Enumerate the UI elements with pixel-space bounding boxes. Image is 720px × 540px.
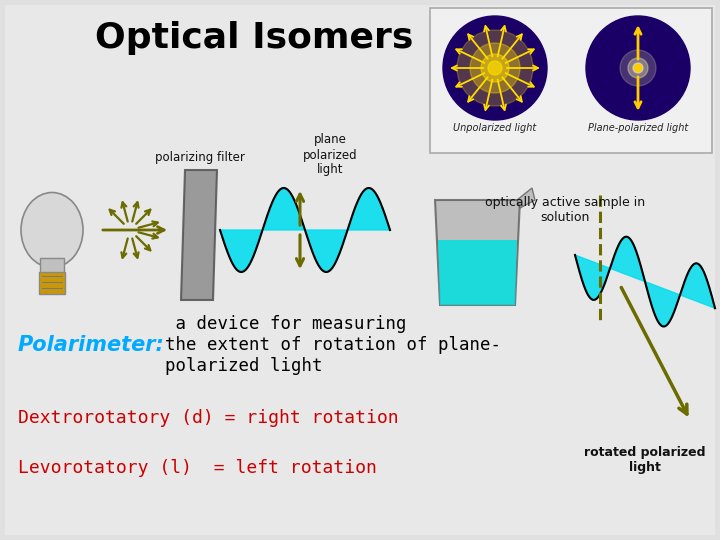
Text: Dextrorotatory (d) = right rotation: Dextrorotatory (d) = right rotation — [18, 409, 399, 427]
Circle shape — [620, 50, 656, 86]
Circle shape — [634, 64, 642, 71]
Circle shape — [443, 16, 547, 120]
Bar — [40, 258, 64, 273]
Text: Unpolarized light: Unpolarized light — [454, 123, 536, 133]
Circle shape — [481, 54, 509, 82]
Text: Plane-polarized light: Plane-polarized light — [588, 123, 688, 133]
Bar — [39, 272, 65, 294]
Polygon shape — [438, 240, 517, 305]
Text: plane
polarized
light: plane polarized light — [302, 133, 357, 177]
Circle shape — [457, 30, 533, 106]
Polygon shape — [181, 170, 217, 300]
Circle shape — [586, 16, 690, 120]
Circle shape — [628, 58, 648, 78]
Text: Optical Isomers: Optical Isomers — [95, 21, 413, 55]
Text: a device for measuring
the extent of rotation of plane-
polarized light: a device for measuring the extent of rot… — [165, 315, 501, 375]
Text: rotated polarized
light: rotated polarized light — [584, 446, 706, 474]
Polygon shape — [435, 200, 520, 305]
Ellipse shape — [21, 192, 83, 267]
Text: Polarimeter:: Polarimeter: — [18, 335, 165, 355]
Bar — [430, 8, 712, 153]
Polygon shape — [517, 188, 535, 208]
Text: optically active sample in
solution: optically active sample in solution — [485, 196, 645, 224]
Circle shape — [470, 43, 520, 93]
Circle shape — [488, 61, 502, 75]
Text: polarizing filter: polarizing filter — [155, 152, 245, 165]
Text: Levorotatory (l)  = left rotation: Levorotatory (l) = left rotation — [18, 459, 377, 477]
Circle shape — [633, 63, 643, 73]
